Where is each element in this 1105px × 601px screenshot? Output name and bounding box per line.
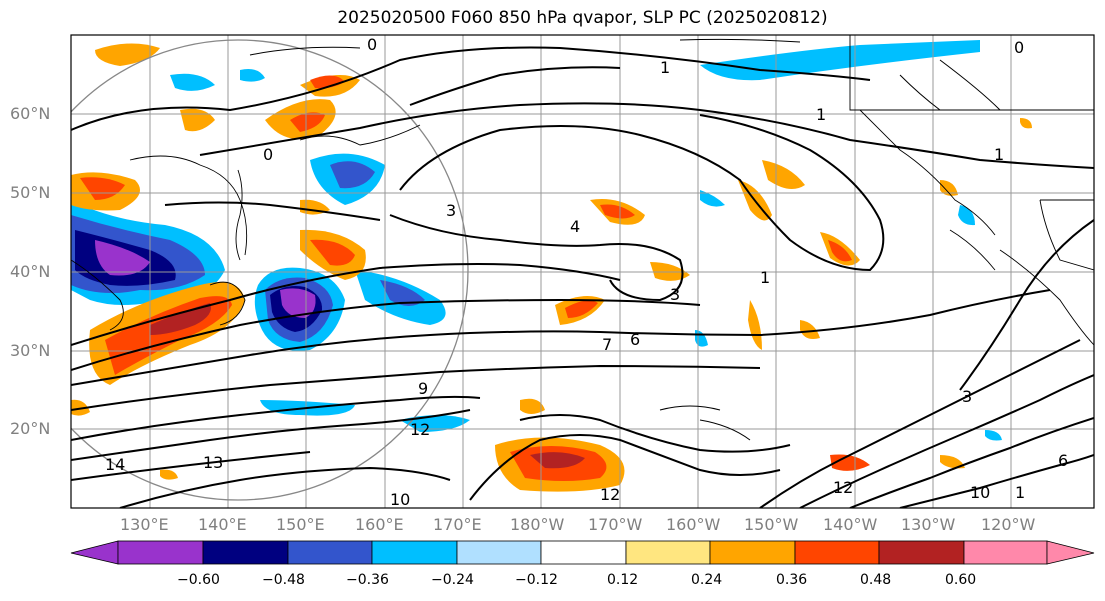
- colorbar-segment: [963, 540, 1048, 565]
- map-frame: [70, 34, 1095, 509]
- contour-label: 14: [105, 455, 125, 474]
- colorbar-extend-low: [70, 540, 119, 565]
- coastlines: [71, 35, 1094, 346]
- colorbar-segment: [709, 540, 796, 565]
- lat-label: 20°N: [10, 419, 51, 438]
- colorbar-tick-label: 0.48: [860, 572, 892, 588]
- colorbar-tick-label: 0.60: [945, 572, 977, 588]
- lon-label: 140°W: [823, 515, 878, 534]
- contour-label: 7: [602, 335, 612, 354]
- colorbar-tick-label: −0.36: [346, 572, 389, 588]
- contour-label: 1: [660, 58, 670, 77]
- contour-labels: 0 1 1 0 1 3 4 3 9 7 6 12 13 14 10 12 3 6…: [105, 35, 1068, 509]
- lon-label: 140°E: [198, 515, 247, 534]
- contour-label: 12: [833, 478, 853, 497]
- lon-label: 160°W: [666, 515, 721, 534]
- contour-label: 1: [816, 105, 826, 124]
- range-circle: [71, 39, 469, 501]
- lon-label: 130°E: [120, 515, 169, 534]
- lat-label: 40°N: [10, 262, 51, 281]
- slp-contours: [71, 46, 1094, 508]
- lon-label: 150°W: [744, 515, 799, 534]
- thin-contours: [249, 38, 1001, 441]
- contour-label: 0: [1014, 38, 1024, 57]
- colorbar-tick-label: −0.12: [515, 572, 558, 588]
- contour-label: 1: [760, 268, 770, 287]
- lat-label: 50°N: [10, 183, 51, 202]
- lon-label: 170°W: [588, 515, 643, 534]
- contour-label: 10: [970, 483, 990, 502]
- contour-label: 13: [203, 453, 223, 472]
- qvapor-shading: [71, 40, 1032, 492]
- lon-label: 130°W: [901, 515, 956, 534]
- colorbar-segment: [540, 540, 627, 565]
- contour-label: 3: [962, 387, 972, 406]
- colorbar-extend-high: [1046, 540, 1095, 565]
- lon-label: 180°W: [510, 515, 565, 534]
- lat-label: 60°N: [10, 104, 51, 123]
- colorbar-tick-label: 0.12: [607, 572, 639, 588]
- lon-label: 160°E: [355, 515, 404, 534]
- contour-label: 3: [446, 201, 456, 220]
- lon-label: 120°W: [981, 515, 1036, 534]
- colorbar-tick-label: 0.36: [776, 572, 808, 588]
- colorbar-tick-label: −0.60: [177, 572, 220, 588]
- colorbar-segment: [456, 540, 542, 565]
- contour-label: 6: [630, 330, 640, 349]
- colorbar-segment: [625, 540, 711, 565]
- colorbar-segment: [287, 540, 373, 565]
- colorbar-segment: [794, 540, 880, 565]
- contour-label: 0: [367, 35, 377, 54]
- colorbar-segment: [117, 540, 204, 565]
- colorbar-segment: [878, 540, 965, 565]
- contour-label: 12: [410, 420, 430, 439]
- lon-label: 150°E: [276, 515, 325, 534]
- colorbar-tick-label: 0.24: [691, 572, 723, 588]
- colorbar-tick-label: −0.24: [431, 572, 474, 588]
- contour-label: 4: [570, 217, 580, 236]
- contour-label: 12: [600, 485, 620, 504]
- contour-label: 0: [263, 145, 273, 164]
- contour-label: 6: [1058, 451, 1068, 470]
- contour-label: 10: [390, 490, 410, 509]
- contour-label: 9: [418, 379, 428, 398]
- map-title: 2025020500 F060 850 hPa qvapor, SLP PC (…: [337, 8, 828, 28]
- colorbar: [70, 540, 1095, 565]
- lon-label: 170°E: [433, 515, 482, 534]
- map-plot-area: 0 1 1 0 1 3 4 3 9 7 6 12 13 14 10 12 3 6…: [71, 35, 1094, 509]
- contour-label: 1: [1015, 483, 1025, 502]
- contour-label: 3: [670, 285, 680, 304]
- colorbar-tick-label: −0.48: [262, 572, 305, 588]
- colorbar-segment: [202, 540, 289, 565]
- colorbar-segment: [371, 540, 458, 565]
- contour-label: 1: [994, 145, 1004, 164]
- lat-label: 30°N: [10, 341, 51, 360]
